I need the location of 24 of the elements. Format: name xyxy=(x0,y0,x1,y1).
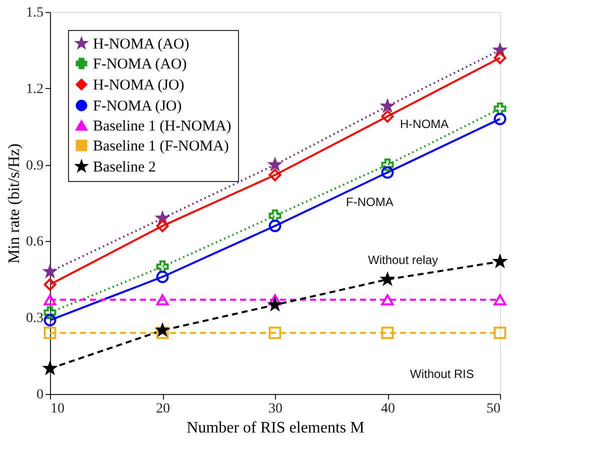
annotation: H-NOMA xyxy=(400,117,449,131)
legend-label: F-NOMA (JO) xyxy=(93,98,182,114)
legend-label: H-NOMA (AO) xyxy=(93,36,190,52)
x-axis-title: Number of RIS elements M xyxy=(186,420,364,436)
y-tick-label: 0.9 xyxy=(26,158,44,174)
annotation: Without RIS xyxy=(410,367,474,381)
legend-label: Baseline 1 (H-NOMA) xyxy=(93,118,232,134)
y-tick-label: 0.6 xyxy=(26,234,44,250)
y-tick-label: 1.2 xyxy=(26,82,44,97)
legend-label: Baseline 2 xyxy=(93,160,156,176)
y-tick-label: 1.5 xyxy=(26,6,44,20)
x-tick-label: 40 xyxy=(381,402,395,416)
y-tick-label: 0.3 xyxy=(26,311,44,326)
x-tick-label: 30 xyxy=(268,402,282,416)
annotation: F-NOMA xyxy=(346,195,394,209)
annotation: Without relay xyxy=(368,253,438,267)
legend-label: F-NOMA (AO) xyxy=(93,56,187,72)
legend-label: Baseline 1 (F-NOMA) xyxy=(93,138,229,154)
x-tick-label: 50 xyxy=(486,402,500,416)
y-axis-title: Min rate (bit/s/Hz) xyxy=(6,144,23,264)
x-tick-label: 20 xyxy=(156,402,170,416)
legend-label: H-NOMA (JO) xyxy=(93,78,184,94)
x-tick-label: 10 xyxy=(50,402,64,416)
y-tick-label: 0 xyxy=(36,388,44,402)
